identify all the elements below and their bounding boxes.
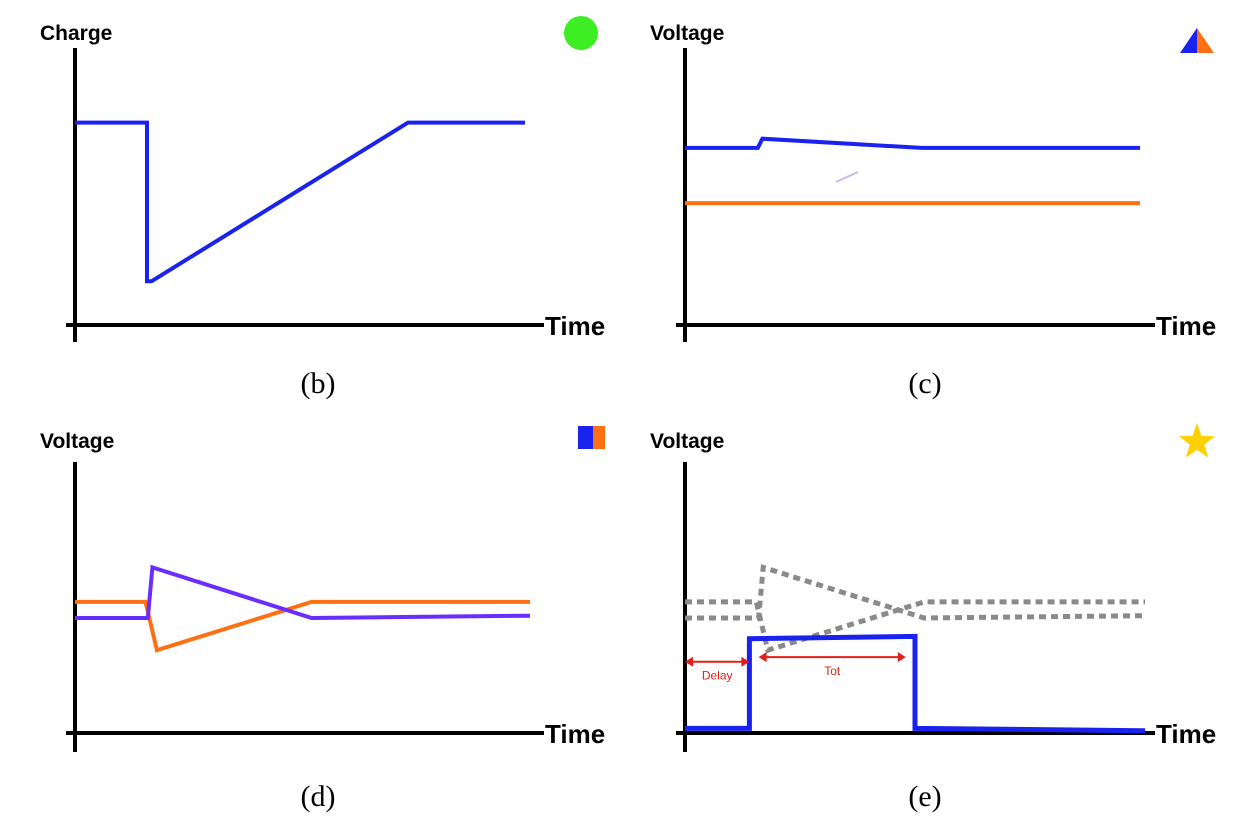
panel-d-y-label: Voltage (40, 430, 114, 453)
panel-d-caption: (d) (301, 780, 336, 813)
panel-e-gold-star-marker (1178, 423, 1216, 458)
panel-e-delay-annotation: Delay (685, 656, 750, 683)
panel-e-gray-dashed-line-1 (685, 599, 1145, 654)
panel-c-blue-line (685, 136, 1140, 150)
panel-c-y-label: Voltage (650, 22, 724, 45)
panel-b-x-label: Time (545, 311, 605, 341)
panel-d-orange-line (75, 599, 530, 653)
panel-d-purple-line (75, 564, 531, 621)
panel-e-y-label: Voltage (650, 430, 724, 453)
panel-e-gray-dashed-line-2 (685, 564, 1146, 621)
panel-e-delay-label: Delay (702, 669, 733, 683)
panel-b: Charge Time (b) (40, 16, 605, 400)
panel-b-green-circle-marker (564, 16, 598, 50)
panel-b-caption: (b) (301, 367, 336, 400)
panel-e-caption: (e) (908, 780, 941, 813)
panel-d-square-marker (578, 426, 605, 449)
panel-b-charge-line (75, 120, 525, 284)
panel-e: Voltage Time (e) Delay Tot (650, 423, 1216, 813)
panel-c-caption: (c) (908, 367, 941, 400)
panel-e-tot-annotation: Tot (758, 652, 906, 678)
panel-b-y-label: Charge (40, 22, 112, 45)
panel-c-x-label: Time (1156, 311, 1216, 341)
panel-d-x-label: Time (545, 719, 605, 749)
panel-c-triangle-marker (1180, 28, 1214, 53)
panel-d: Voltage Time (d) (40, 426, 605, 813)
panel-c: Voltage Time (c) (650, 22, 1216, 400)
panel-e-x-label: Time (1156, 719, 1216, 749)
panel-e-tot-label: Tot (824, 664, 841, 678)
panel-e-blue-signal-line (685, 633, 1146, 734)
panel-c-faint-stroke (835, 171, 859, 183)
